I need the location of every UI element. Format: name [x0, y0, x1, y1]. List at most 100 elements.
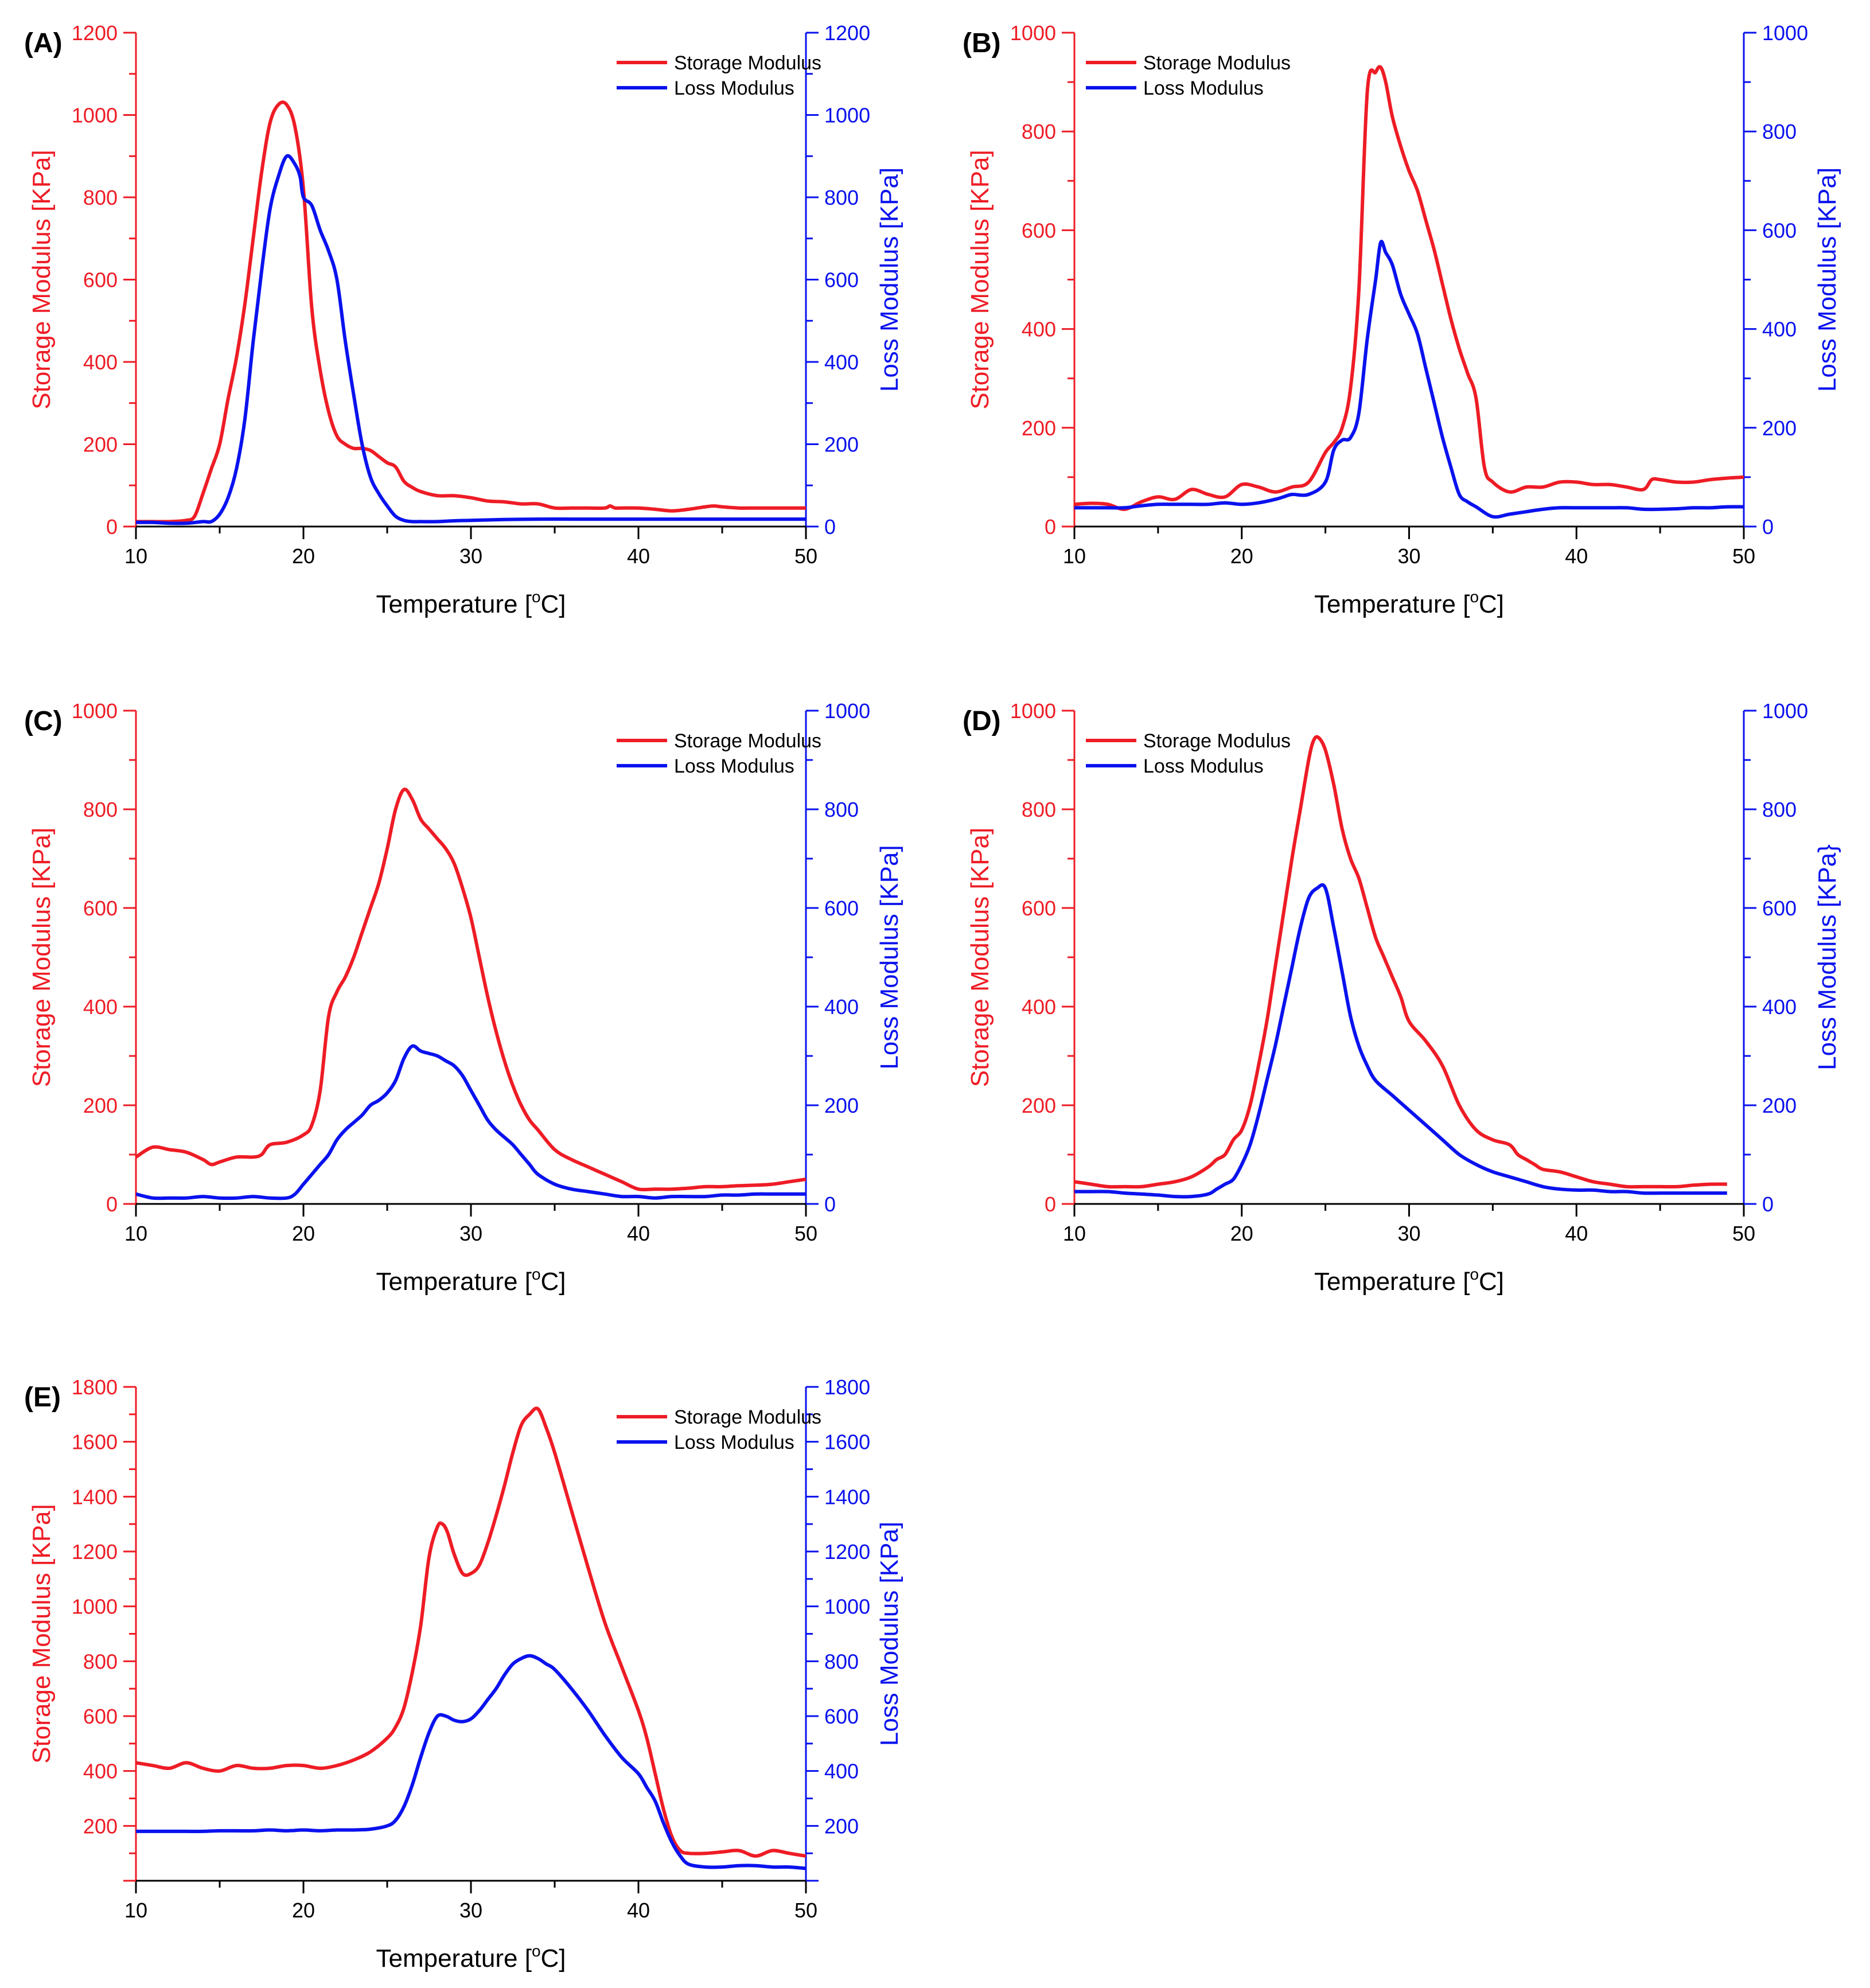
y-tick-label-right: 400 — [1762, 995, 1797, 1019]
panel-label: (B) — [963, 28, 1001, 59]
x-axis-title: Temperature [oC] — [1314, 1265, 1504, 1296]
y-tick-label-left: 200 — [83, 433, 118, 457]
panel-label: (A) — [24, 28, 63, 59]
y-tick-label-left: 1200 — [72, 21, 118, 45]
y-tick-label-left: 1000 — [72, 1595, 118, 1619]
y-tick-label-left: 800 — [83, 798, 118, 821]
chart-panel-e: 10 20 30 40 50 200 200 400 400 600 600 800 800 1000 10… — [24, 1375, 903, 1973]
y-axis-title-right: Loss Modulus [KPa] — [875, 845, 903, 1069]
y-tick-label-left: 400 — [83, 350, 118, 374]
legend-entry: Storage Modulus — [1143, 52, 1291, 74]
y-tick-label-right: 1000 — [1762, 699, 1808, 723]
x-axis-title-main: Temperature [ — [376, 590, 531, 618]
legend-entry: Loss Modulus — [1143, 77, 1264, 99]
y-axis-title-left: Storage Modulus [KPa] — [28, 150, 56, 409]
x-tick-label: 20 — [1230, 544, 1253, 568]
storage-modulus-line — [136, 788, 806, 1192]
legend-entry: Loss Modulus — [1143, 755, 1264, 777]
y-tick-label-left: 1000 — [72, 699, 118, 723]
y-tick-label-right: 1200 — [824, 21, 870, 45]
y-tick-label-left: 0 — [106, 1192, 118, 1216]
legend-entry: Storage Modulus — [674, 52, 821, 74]
x-tick-label: 50 — [794, 1899, 817, 1922]
x-tick-label: 10 — [124, 1899, 147, 1922]
x-tick-label: 30 — [459, 544, 482, 568]
y-tick-label-left: 600 — [83, 268, 118, 292]
x-axis-title: Temperature [oC] — [376, 1265, 566, 1296]
chart-panel-a: 10 20 30 40 50 0 0 200 200 400 400 600 600 800 800 1000… — [24, 21, 903, 618]
x-axis-title-superscript: o — [1470, 588, 1479, 606]
y-tick-label-left: 200 — [1022, 1094, 1056, 1117]
x-tick-label: 50 — [1732, 544, 1755, 568]
x-axis-title-end: C] — [1479, 1268, 1504, 1296]
x-tick-label: 10 — [1063, 544, 1086, 568]
y-tick-label-left: 600 — [83, 1705, 118, 1728]
y-tick-label-right: 1600 — [824, 1430, 870, 1454]
y-tick-label-right: 1400 — [824, 1485, 870, 1508]
y-axis-title-left: Storage Modulus [KPa] — [28, 828, 56, 1087]
legend-entry: Storage Modulus — [1143, 730, 1291, 752]
y-tick-label-left: 1400 — [72, 1485, 118, 1508]
x-axis-title-main: Temperature [ — [1314, 590, 1470, 618]
y-tick-label-left: 1200 — [72, 1540, 118, 1564]
y-tick-label-right: 800 — [1762, 798, 1797, 821]
y-tick-label-left: 0 — [1045, 515, 1056, 539]
y-tick-label-left: 200 — [83, 1814, 118, 1838]
storage-modulus-line — [136, 1406, 806, 1858]
y-tick-label-left: 200 — [83, 1094, 118, 1117]
y-tick-label-right: 200 — [1762, 1094, 1797, 1117]
x-tick-label: 20 — [292, 544, 315, 568]
y-tick-label-right: 800 — [1762, 120, 1797, 143]
chart-panel-c: 10 20 30 40 50 0 0 200 200 400 400 600 600 800 800 1000… — [24, 699, 903, 1296]
legend-entry: Storage Modulus — [674, 1406, 821, 1428]
x-tick-label: 50 — [1732, 1222, 1755, 1245]
y-tick-label-right: 200 — [824, 1094, 859, 1117]
x-tick-label: 20 — [292, 1222, 315, 1245]
y-tick-label-left: 1000 — [1010, 699, 1056, 723]
x-axis-title: Temperature [oC] — [376, 588, 566, 618]
storage-modulus-line — [1074, 65, 1744, 511]
storage-modulus-line — [136, 100, 806, 524]
y-tick-label-left: 400 — [1022, 318, 1056, 341]
y-tick-label-right: 400 — [824, 1760, 859, 1783]
x-axis-title-end: C] — [541, 1944, 566, 1973]
y-tick-label-left: 400 — [83, 995, 118, 1019]
legend-entry: Loss Modulus — [674, 1432, 794, 1453]
y-tick-label-left: 600 — [1022, 896, 1056, 920]
x-axis-title: Temperature [oC] — [1314, 588, 1504, 618]
y-tick-label-right: 600 — [824, 268, 859, 292]
y-tick-label-left: 400 — [83, 1760, 118, 1783]
y-tick-label-left: 200 — [1022, 416, 1056, 440]
chart-panel-b: 10 20 30 40 50 0 0 200 200 400 400 600 600 800 800 1000… — [963, 21, 1841, 618]
y-axis-title-left: Storage Modulus [KPa] — [966, 150, 994, 409]
loss-modulus-line — [136, 154, 806, 525]
y-tick-label-right: 600 — [1762, 896, 1797, 920]
x-tick-label: 50 — [794, 544, 817, 568]
loss-modulus-line — [136, 1044, 806, 1200]
y-tick-label-right: 400 — [824, 995, 859, 1019]
storage-modulus-line — [1074, 735, 1727, 1189]
y-tick-label-right: 1000 — [824, 1595, 870, 1619]
y-tick-label-right: 200 — [824, 1814, 859, 1838]
x-axis-title-end: C] — [541, 1268, 566, 1296]
panel-label: (C) — [24, 706, 63, 736]
y-tick-label-right: 200 — [1762, 416, 1797, 440]
legend-entry: Loss Modulus — [674, 77, 794, 99]
x-tick-label: 40 — [627, 1222, 650, 1245]
x-axis-title-superscript: o — [1470, 1265, 1479, 1283]
y-tick-label-right: 800 — [824, 1650, 859, 1673]
x-tick-label: 10 — [1063, 1222, 1086, 1245]
y-axis-title-left: Storage Modulus [KPa] — [28, 1504, 56, 1763]
y-tick-label-left: 0 — [106, 515, 118, 539]
y-tick-label-left: 1000 — [72, 104, 118, 127]
x-tick-label: 40 — [627, 544, 650, 568]
y-tick-label-right: 400 — [1762, 318, 1797, 341]
y-tick-label-right: 1800 — [824, 1375, 870, 1399]
y-tick-label-left: 1800 — [72, 1375, 118, 1399]
x-axis-title-end: C] — [541, 590, 566, 618]
y-tick-label-right: 1200 — [824, 1540, 870, 1564]
x-axis-title-main: Temperature [ — [376, 1268, 531, 1296]
x-tick-label: 40 — [1565, 544, 1588, 568]
